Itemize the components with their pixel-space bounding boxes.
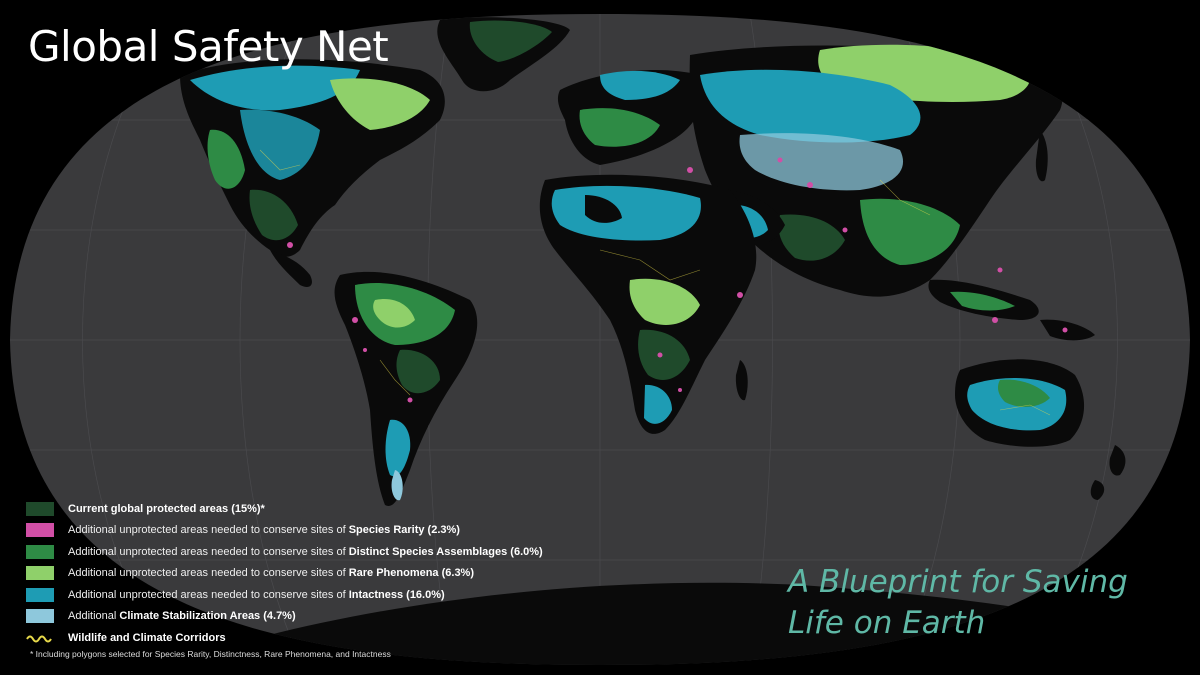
map-title: Global Safety Net: [28, 22, 389, 71]
corridor-wave-icon: [26, 635, 52, 643]
legend-item-species-rarity: Additional unprotected areas needed to c…: [26, 520, 586, 542]
corridor-lines: [259, 149, 1051, 416]
legend-swatch: [26, 566, 54, 581]
legend-swatch: [26, 609, 54, 624]
legend-item-climate-stabilization: Additional Climate Stabilization Areas (…: [26, 606, 586, 628]
legend-swatch: [26, 587, 54, 602]
legend-swatch: [26, 523, 54, 538]
legend-item-intactness: Additional unprotected areas needed to c…: [26, 584, 586, 606]
legend-footnote: * Including polygons selected for Specie…: [30, 649, 391, 659]
map-legend: Current global protected areas (15%)* Ad…: [26, 498, 586, 649]
legend-item-rare-phenomena: Additional unprotected areas needed to c…: [26, 563, 586, 585]
map-subtitle: A Blueprint for Saving Life on Earth: [788, 564, 1128, 641]
legend-item-corridors: Wildlife and Climate Corridors: [26, 627, 586, 649]
legend-item-distinct-assemblages: Additional unprotected areas needed to c…: [26, 541, 586, 563]
legend-swatch: [26, 544, 54, 559]
legend-swatch: [26, 501, 54, 516]
legend-item-protected: Current global protected areas (15%)*: [26, 498, 586, 520]
